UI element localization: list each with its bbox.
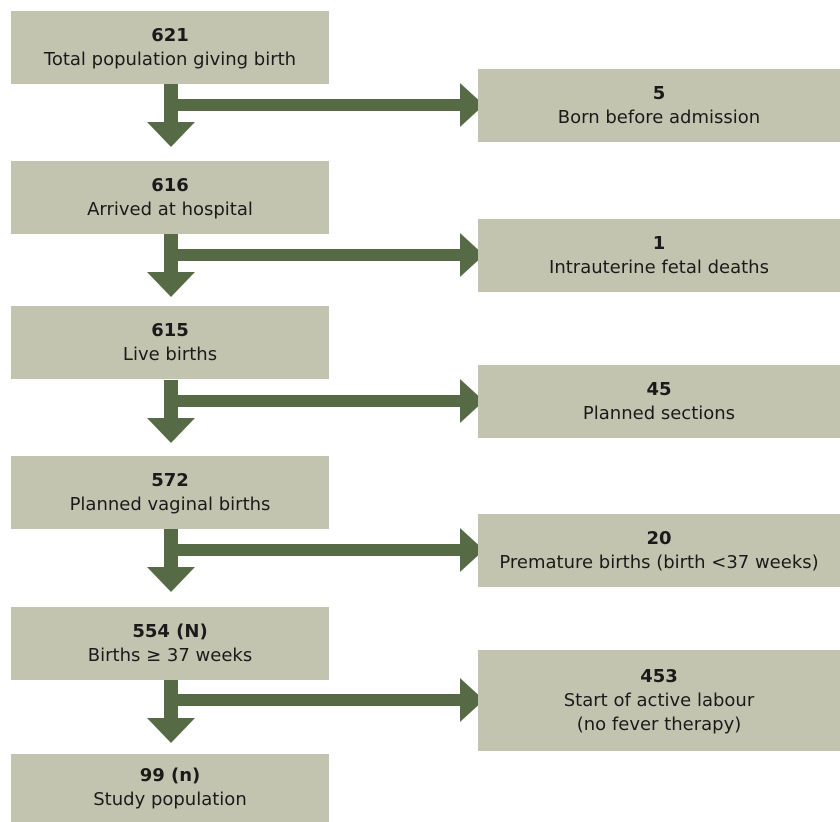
- exclusion-label: Born before admission: [557, 106, 761, 128]
- exclusion-planned-sections: 45 Planned sections: [478, 365, 840, 438]
- side-arrow-shaft-2: [178, 249, 460, 261]
- exclusion-count: 453: [640, 665, 678, 687]
- step-count: 621: [151, 24, 189, 46]
- step-count: 615: [151, 319, 189, 341]
- side-arrow-head-5: [460, 678, 484, 722]
- step-live-births: 615 Live births: [11, 306, 329, 379]
- down-arrow-head-2: [147, 272, 195, 297]
- exclusion-label: Planned sections: [582, 402, 736, 424]
- step-label: Arrived at hospital: [87, 198, 253, 220]
- step-count: 554 (N): [132, 620, 208, 642]
- side-arrow-shaft-4: [178, 544, 460, 556]
- side-arrow-head-2: [460, 233, 484, 277]
- side-arrow-shaft-1: [178, 99, 460, 111]
- step-label: Live births: [122, 343, 218, 365]
- exclusion-count: 45: [646, 378, 672, 400]
- down-arrow-shaft-4: [164, 529, 178, 567]
- arrow-group-3: [147, 379, 484, 443]
- side-arrow-head-1: [460, 83, 484, 127]
- arrow-group-5: [147, 678, 484, 743]
- exclusion-label: Premature births (birth <37 weeks): [499, 551, 819, 573]
- step-label: Planned vaginal births: [69, 493, 271, 515]
- down-arrow-shaft-2: [164, 234, 178, 272]
- step-count: 616: [151, 174, 189, 196]
- side-arrow-shaft-3: [178, 395, 460, 407]
- step-count: 99 (n): [139, 765, 201, 786]
- down-arrow-head-3: [147, 418, 195, 443]
- down-arrow-head-1: [147, 122, 195, 147]
- step-study-population: 99 (n) Study population: [11, 754, 329, 822]
- side-arrow-shaft-5: [178, 694, 460, 706]
- exclusion-born-before-admission: 5 Born before admission: [478, 69, 840, 142]
- down-arrow-head-4: [147, 567, 195, 592]
- exclusion-count: 5: [652, 82, 666, 104]
- step-label: Births ≥ 37 weeks: [87, 644, 253, 666]
- step-label: Total population giving birth: [43, 48, 297, 70]
- exclusion-active-labour: 453 Start of active labour (no fever the…: [478, 650, 840, 751]
- down-arrow-shaft-3: [164, 380, 178, 418]
- step-births-37-weeks: 554 (N) Births ≥ 37 weeks: [11, 607, 329, 680]
- exclusion-label: Start of active labour: [563, 689, 755, 711]
- arrow-group-4: [147, 528, 484, 592]
- exclusion-count: 1: [652, 232, 666, 254]
- step-label: Study population: [93, 789, 247, 810]
- step-arrived-at-hospital: 616 Arrived at hospital: [11, 161, 329, 234]
- side-arrow-head-3: [460, 379, 484, 423]
- step-count: 572: [151, 469, 189, 491]
- arrow-group-1: [147, 83, 484, 147]
- exclusion-premature-births: 20 Premature births (birth <37 weeks): [478, 514, 840, 587]
- down-arrow-head-5: [147, 718, 195, 743]
- arrow-group-2: [147, 233, 484, 297]
- exclusion-label: Intrauterine fetal deaths: [549, 256, 769, 278]
- down-arrow-shaft-5: [164, 680, 178, 718]
- exclusion-label-line2: (no fever therapy): [576, 713, 742, 735]
- exclusion-intrauterine-fetal-deaths: 1 Intrauterine fetal deaths: [478, 219, 840, 292]
- step-planned-vaginal-births: 572 Planned vaginal births: [11, 456, 329, 529]
- down-arrow-shaft-1: [164, 84, 178, 122]
- step-total-population: 621 Total population giving birth: [11, 11, 329, 84]
- exclusion-count: 20: [646, 527, 672, 549]
- side-arrow-head-4: [460, 528, 484, 572]
